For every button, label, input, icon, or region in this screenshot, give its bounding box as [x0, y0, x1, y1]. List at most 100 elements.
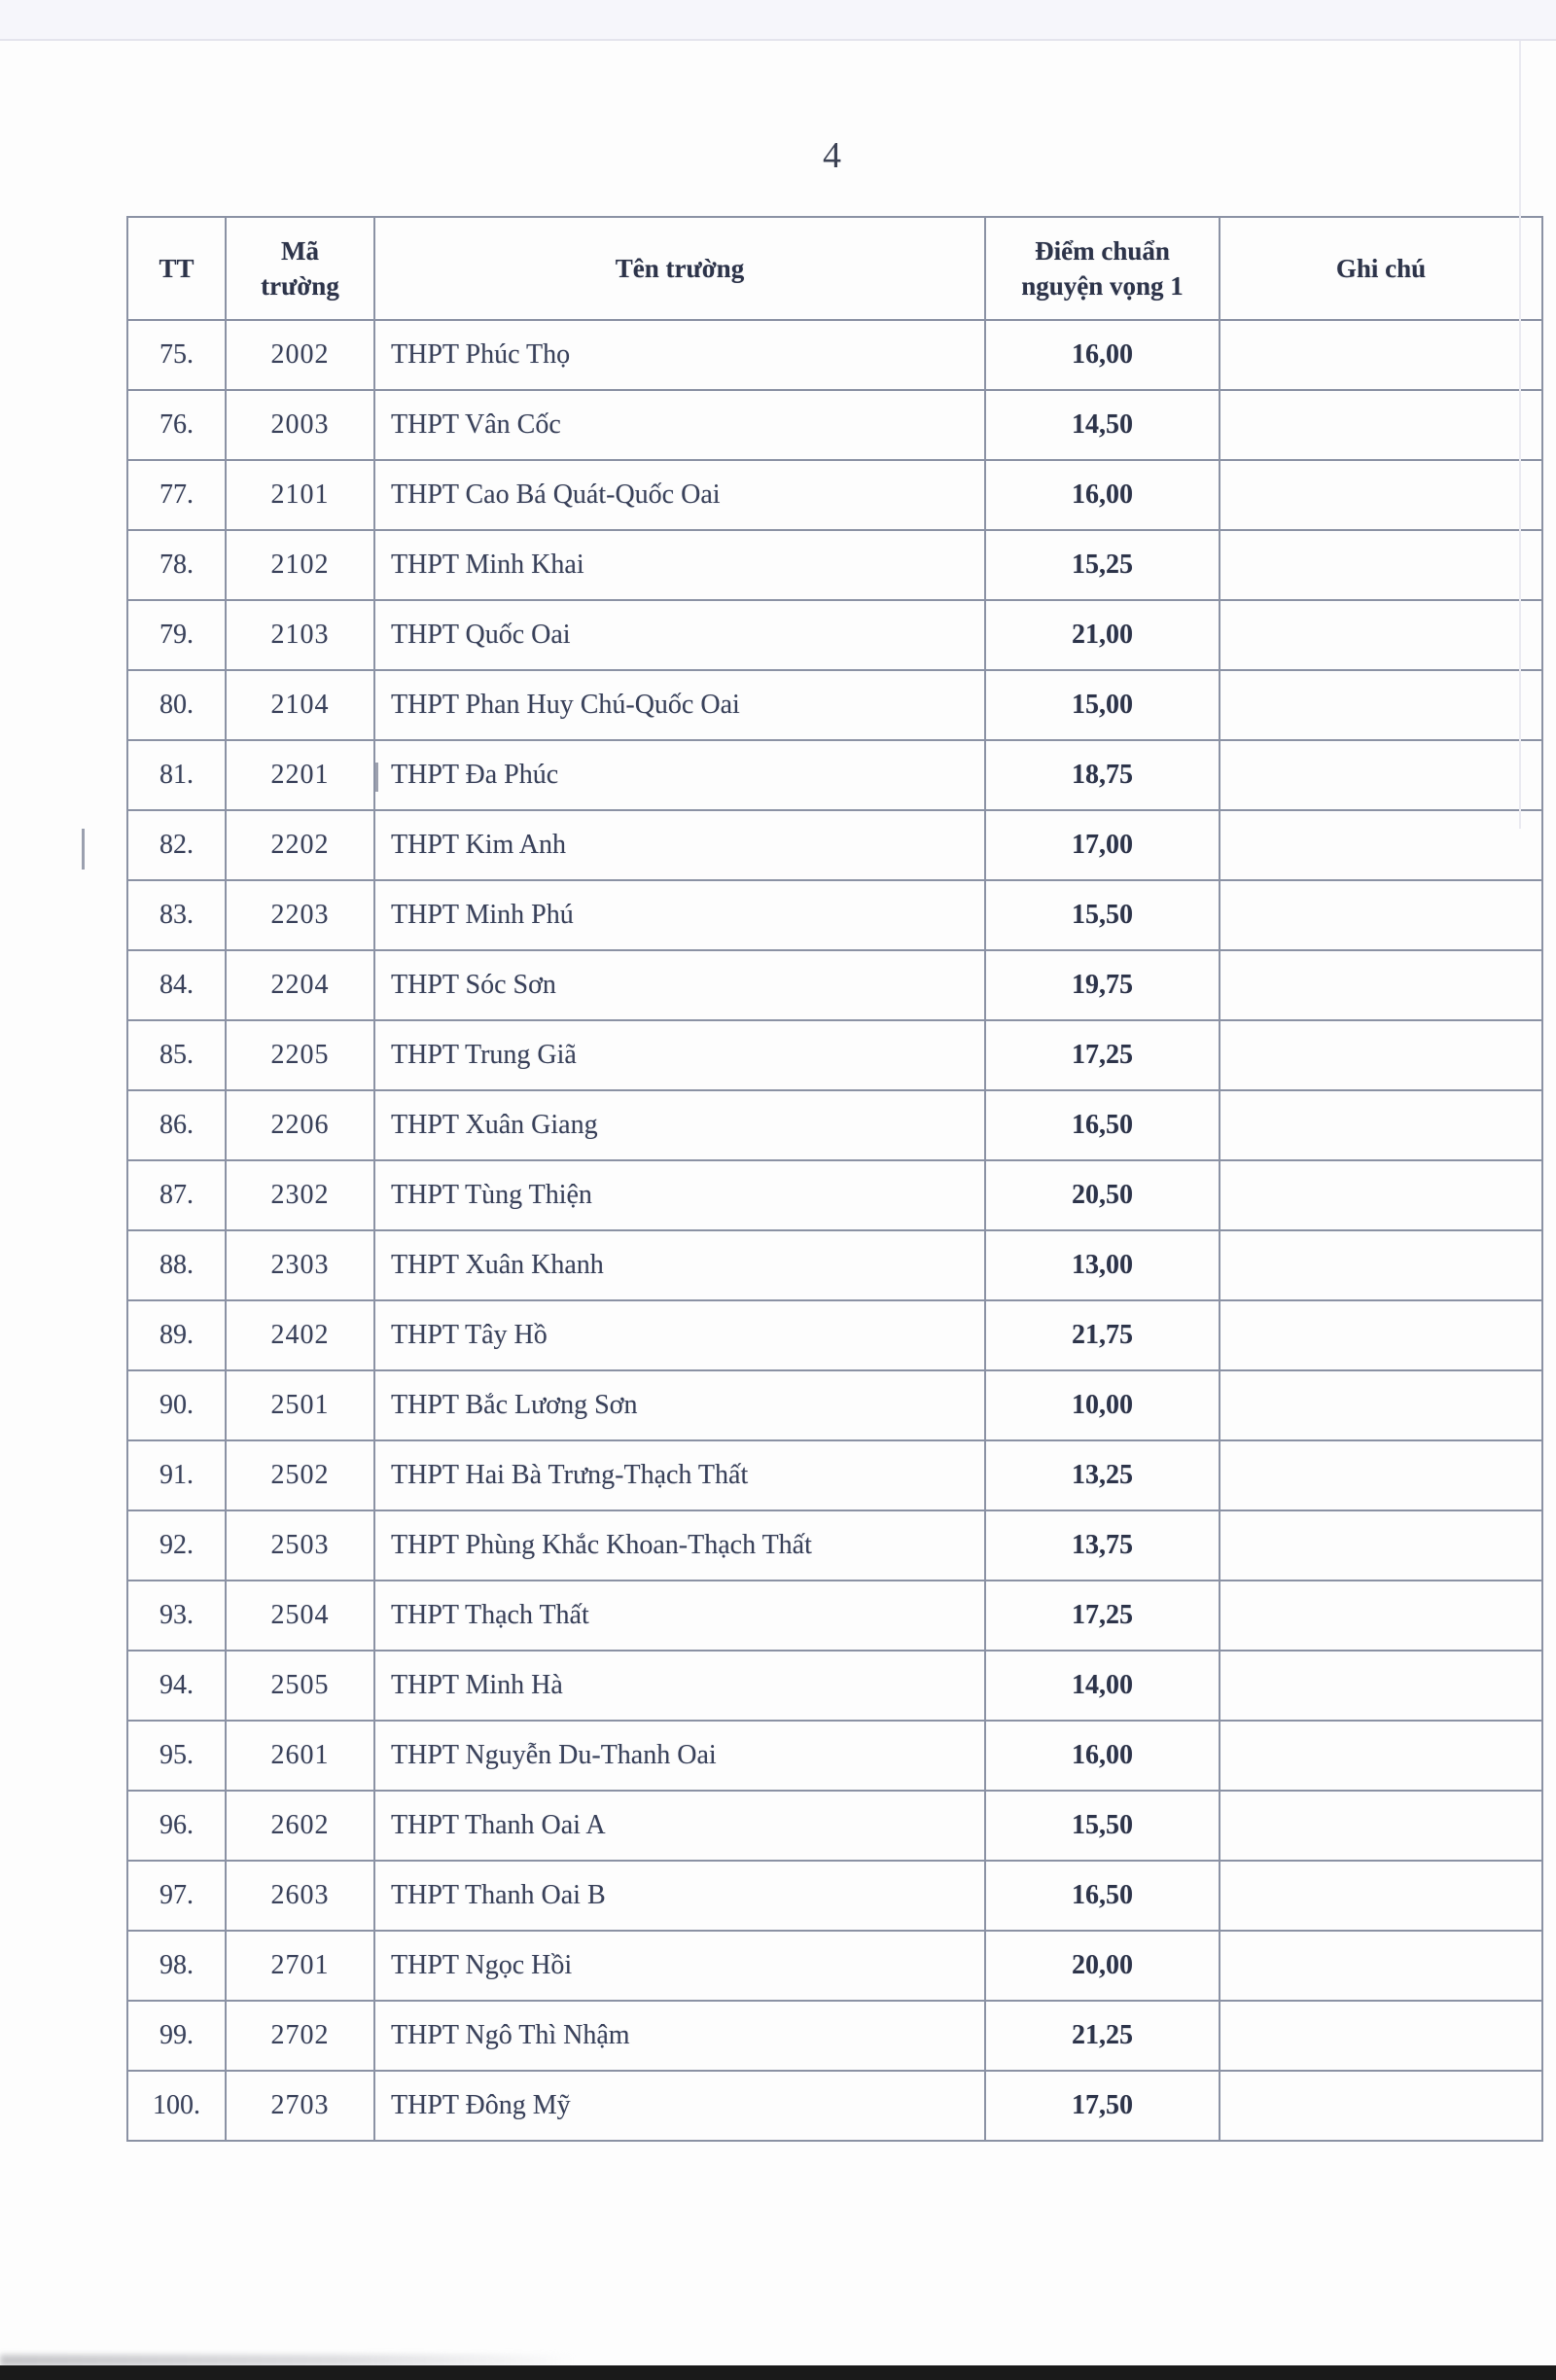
- header-tt: TT: [126, 216, 227, 321]
- school-name-cell: THPT Xuân Khanh: [373, 1229, 986, 1301]
- row-index-cell: 90.: [126, 1369, 227, 1441]
- note-cell: [1219, 1510, 1543, 1581]
- table-row: 91. 2502 THPT Hai Bà Trưng-Thạch Thất 13,25: [126, 1439, 1543, 1511]
- benchmark-score-cell: 15,50: [984, 879, 1220, 951]
- table-row: 84. 2204 THPT Sóc Sơn 19,75: [126, 949, 1543, 1021]
- table-row: 97. 2603 THPT Thanh Oai B 16,50: [126, 1860, 1543, 1932]
- school-name-cell: THPT Kim Anh: [373, 809, 986, 881]
- table-row: 81. 2201 THPT Đa Phúc 18,75: [126, 739, 1543, 811]
- table-row: 79. 2103 THPT Quốc Oai 21,00: [126, 599, 1543, 671]
- row-index-cell: 93.: [126, 1580, 227, 1652]
- school-code-cell: 2202: [225, 809, 375, 881]
- scan-top-strip: [0, 0, 1556, 41]
- school-name-cell: THPT Tùng Thiện: [373, 1159, 986, 1231]
- table-row: 90. 2501 THPT Bắc Lương Sơn 10,00: [126, 1369, 1543, 1441]
- table-row: 96. 2602 THPT Thanh Oai A 15,50: [126, 1790, 1543, 1862]
- row-index-cell: 94.: [126, 1650, 227, 1722]
- school-code-cell: 2101: [225, 459, 375, 531]
- school-code-cell: 2303: [225, 1229, 375, 1301]
- school-code-cell: 2201: [225, 739, 375, 811]
- school-name-cell: THPT Ngọc Hồi: [373, 1930, 986, 2002]
- school-name-cell: THPT Minh Khai: [373, 529, 986, 601]
- school-code-cell: 2504: [225, 1580, 375, 1652]
- row-index-cell: 98.: [126, 1930, 227, 2002]
- school-name-cell: THPT Hai Bà Trưng-Thạch Thất: [373, 1439, 986, 1511]
- school-code-cell: 2501: [225, 1369, 375, 1441]
- row-index-cell: 89.: [126, 1299, 227, 1371]
- note-cell: [1219, 599, 1543, 671]
- table-row: 85. 2205 THPT Trung Giã 17,25: [126, 1019, 1543, 1091]
- page-number: 4: [823, 135, 841, 176]
- scan-ink-mark: [82, 829, 85, 870]
- table-row: 83. 2203 THPT Minh Phú 15,50: [126, 879, 1543, 951]
- school-name-cell: THPT Minh Phú: [373, 879, 986, 951]
- note-cell: [1219, 2070, 1543, 2142]
- row-index-cell: 83.: [126, 879, 227, 951]
- header-school-name: Tên trường: [373, 216, 986, 321]
- row-index-cell: 100.: [126, 2070, 227, 2142]
- table-row: 75. 2002 THPT Phúc Thọ 16,00: [126, 319, 1543, 391]
- benchmark-score-cell: 15,25: [984, 529, 1220, 601]
- note-cell: [1219, 1930, 1543, 2002]
- note-cell: [1219, 2000, 1543, 2072]
- school-name-cell: THPT Tây Hồ: [373, 1299, 986, 1371]
- school-code-cell: 2103: [225, 599, 375, 671]
- benchmark-score-cell: 15,00: [984, 669, 1220, 741]
- school-code-cell: 2302: [225, 1159, 375, 1231]
- benchmark-score-cell: 16,00: [984, 1720, 1220, 1792]
- note-cell: [1219, 1720, 1543, 1792]
- school-name-cell: THPT Xuân Giang: [373, 1089, 986, 1161]
- note-cell: [1219, 1580, 1543, 1652]
- school-code-cell: 2701: [225, 1930, 375, 2002]
- benchmark-score-cell: 17,50: [984, 2070, 1220, 2142]
- table-row: 93. 2504 THPT Thạch Thất 17,25: [126, 1580, 1543, 1652]
- note-cell: [1219, 1369, 1543, 1441]
- note-cell: [1219, 1019, 1543, 1091]
- school-name-cell: THPT Trung Giã: [373, 1019, 986, 1091]
- school-code-cell: 2402: [225, 1299, 375, 1371]
- note-cell: [1219, 1089, 1543, 1161]
- school-name-cell: THPT Phan Huy Chú-Quốc Oai: [373, 669, 986, 741]
- school-name-cell: THPT Nguyễn Du-Thanh Oai: [373, 1720, 986, 1792]
- row-index-cell: 78.: [126, 529, 227, 601]
- note-cell: [1219, 1439, 1543, 1511]
- table-row: 80. 2104 THPT Phan Huy Chú-Quốc Oai 15,00: [126, 669, 1543, 741]
- note-cell: [1219, 809, 1543, 881]
- row-index-cell: 92.: [126, 1510, 227, 1581]
- table-row: 89. 2402 THPT Tây Hồ 21,75: [126, 1299, 1543, 1371]
- benchmark-score-cell: 17,25: [984, 1019, 1220, 1091]
- benchmark-score-cell: 16,00: [984, 459, 1220, 531]
- scan-ink-mark: [375, 763, 378, 792]
- note-cell: [1219, 1229, 1543, 1301]
- table-row: 78. 2102 THPT Minh Khai 15,25: [126, 529, 1543, 601]
- row-index-cell: 86.: [126, 1089, 227, 1161]
- school-code-cell: 2102: [225, 529, 375, 601]
- benchmark-score-cell: 20,50: [984, 1159, 1220, 1231]
- row-index-cell: 84.: [126, 949, 227, 1021]
- school-code-cell: 2206: [225, 1089, 375, 1161]
- table-row: 95. 2601 THPT Nguyễn Du-Thanh Oai 16,00: [126, 1720, 1543, 1792]
- table-row: 98. 2701 THPT Ngọc Hồi 20,00: [126, 1930, 1543, 2002]
- school-code-cell: 2502: [225, 1439, 375, 1511]
- school-name-cell: THPT Thạch Thất: [373, 1580, 986, 1652]
- table-row: 100. 2703 THPT Đông Mỹ 17,50: [126, 2070, 1543, 2142]
- school-code-cell: 2601: [225, 1720, 375, 1792]
- benchmark-score-cell: 17,25: [984, 1580, 1220, 1652]
- note-cell: [1219, 949, 1543, 1021]
- note-cell: [1219, 389, 1543, 461]
- school-code-cell: 2603: [225, 1860, 375, 1932]
- row-index-cell: 82.: [126, 809, 227, 881]
- school-name-cell: THPT Cao Bá Quát-Quốc Oai: [373, 459, 986, 531]
- table-row: 76. 2003 THPT Vân Cốc 14,50: [126, 389, 1543, 461]
- table-row: 82. 2202 THPT Kim Anh 17,00: [126, 809, 1543, 881]
- benchmark-score-cell: 21,75: [984, 1299, 1220, 1371]
- school-name-cell: THPT Minh Hà: [373, 1650, 986, 1722]
- school-name-cell: THPT Sóc Sơn: [373, 949, 986, 1021]
- note-cell: [1219, 1790, 1543, 1862]
- note-cell: [1219, 459, 1543, 531]
- school-code-cell: 2204: [225, 949, 375, 1021]
- table-row: 86. 2206 THPT Xuân Giang 16,50: [126, 1089, 1543, 1161]
- note-cell: [1219, 1860, 1543, 1932]
- row-index-cell: 80.: [126, 669, 227, 741]
- row-index-cell: 95.: [126, 1720, 227, 1792]
